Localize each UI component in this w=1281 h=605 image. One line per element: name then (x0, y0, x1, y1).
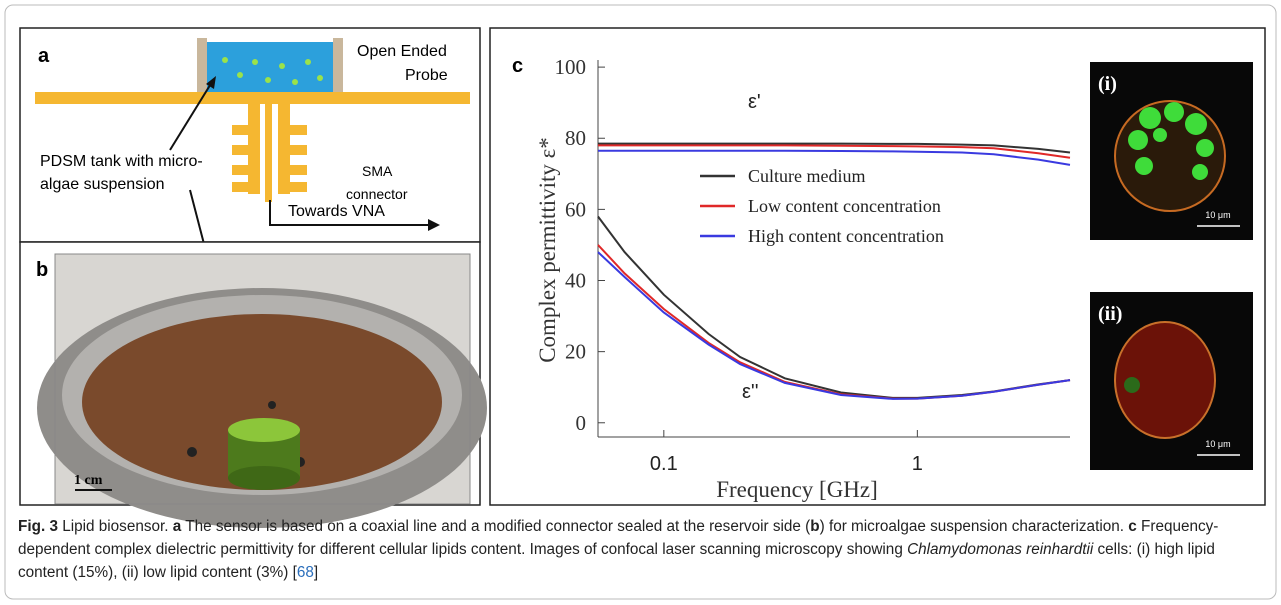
y-tick-label: 20 (565, 340, 586, 364)
connector-label: SMA (362, 163, 393, 179)
connector-label: connector (346, 186, 408, 202)
annotation: ε'' (742, 381, 759, 403)
y-axis-label: Complex permittivity ε* (535, 137, 560, 363)
scale-label: 1 cm (74, 473, 103, 488)
legend-label: Culture medium (748, 166, 865, 186)
vna-label: Towards VNA (288, 203, 385, 220)
y-tick-label: 40 (565, 269, 586, 293)
caption-text: The sensor is based on a coaxial line an… (181, 518, 810, 535)
panel-label: a (38, 45, 50, 67)
caption-figure-number: Fig. 3 (18, 518, 58, 535)
probe-label: Open Ended (357, 43, 447, 60)
caption-panel-ref: b (810, 518, 819, 535)
x-axis-label: Frequency [GHz] (716, 477, 878, 502)
probe-label: Probe (405, 67, 448, 84)
legend-label: Low content concentration (748, 196, 941, 216)
photo (37, 254, 487, 528)
micrograph-label: (i) (1098, 73, 1117, 95)
caption-text: ) for microalgae suspension characteriza… (820, 518, 1129, 535)
caption-reference[interactable]: 68 (297, 564, 314, 581)
y-tick-label: 100 (555, 55, 587, 79)
caption-panel-ref: a (173, 518, 182, 535)
caption-species: Chlamydomonas reinhardtii (907, 541, 1093, 558)
caption-text: ] (314, 564, 318, 581)
micrograph-scale: 10 μm (1205, 210, 1230, 220)
micrograph-scale: 10 μm (1205, 439, 1230, 449)
panel-label: b (36, 259, 48, 281)
x-tick-label: 0.1 (650, 453, 678, 475)
caption: Fig. 3 Lipid biosensor. a The sensor is … (18, 515, 1263, 584)
y-tick-label: 60 (565, 197, 586, 221)
legend-label: High content concentration (748, 226, 944, 246)
tank-label: algae suspension (40, 176, 165, 193)
annotation: ε' (748, 91, 761, 113)
page: a Open Ended Probe PDSM tank with micro-… (0, 0, 1281, 605)
panel-label: c (512, 55, 523, 77)
caption-panel-ref: c (1128, 518, 1137, 535)
x-tick-label: 1 (912, 453, 923, 475)
y-tick-label: 0 (576, 411, 587, 435)
micrograph-label: (ii) (1098, 303, 1122, 325)
tank-label: PDSM tank with micro- (40, 153, 203, 170)
y-tick-label: 80 (565, 126, 586, 150)
caption-text: Lipid biosensor. (58, 518, 173, 535)
